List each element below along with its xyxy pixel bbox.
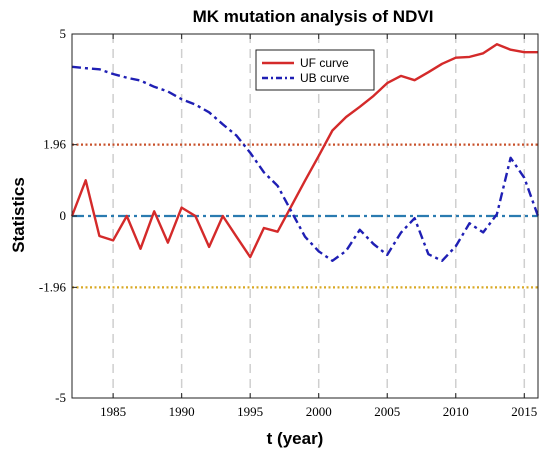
y-tick-label-0: 0: [60, 208, 67, 223]
y-tick-label-neg5: -5: [55, 390, 66, 405]
x-tick-label-1995: 1995: [237, 404, 263, 419]
legend-label-ub: UB curve: [300, 71, 350, 85]
x-axis-label: t (year): [267, 429, 324, 448]
legend-label-uf: UF curve: [300, 56, 349, 70]
y-tick-label-neg1_96: -1.96: [39, 279, 67, 294]
axis-ticks: 1985 1990 1995 2000 2005 2010 2015 5 1.96 0 -1.96 -…: [39, 26, 537, 419]
x-tick-label-1985: 1985: [100, 404, 126, 419]
x-tick-label-2000: 2000: [306, 404, 332, 419]
x-tick-label-2010: 2010: [443, 404, 469, 419]
y-tick-label-1_96: 1.96: [43, 137, 66, 152]
y-axis-label: Statistics: [9, 177, 28, 253]
legend-box: [255, 49, 375, 91]
series-line-ub: [71, 65, 540, 262]
series-line-uf: [70, 43, 538, 259]
reference-lines: [72, 143, 538, 289]
x-tick-label-2015: 2015: [511, 404, 537, 419]
x-tick-label-1990: 1990: [169, 404, 195, 419]
series-lines: [70, 43, 540, 262]
y-tick-label-5: 5: [60, 26, 67, 41]
chart-title: MK mutation analysis of NDVI: [193, 7, 434, 26]
x-tick-label-2005: 2005: [374, 404, 400, 419]
